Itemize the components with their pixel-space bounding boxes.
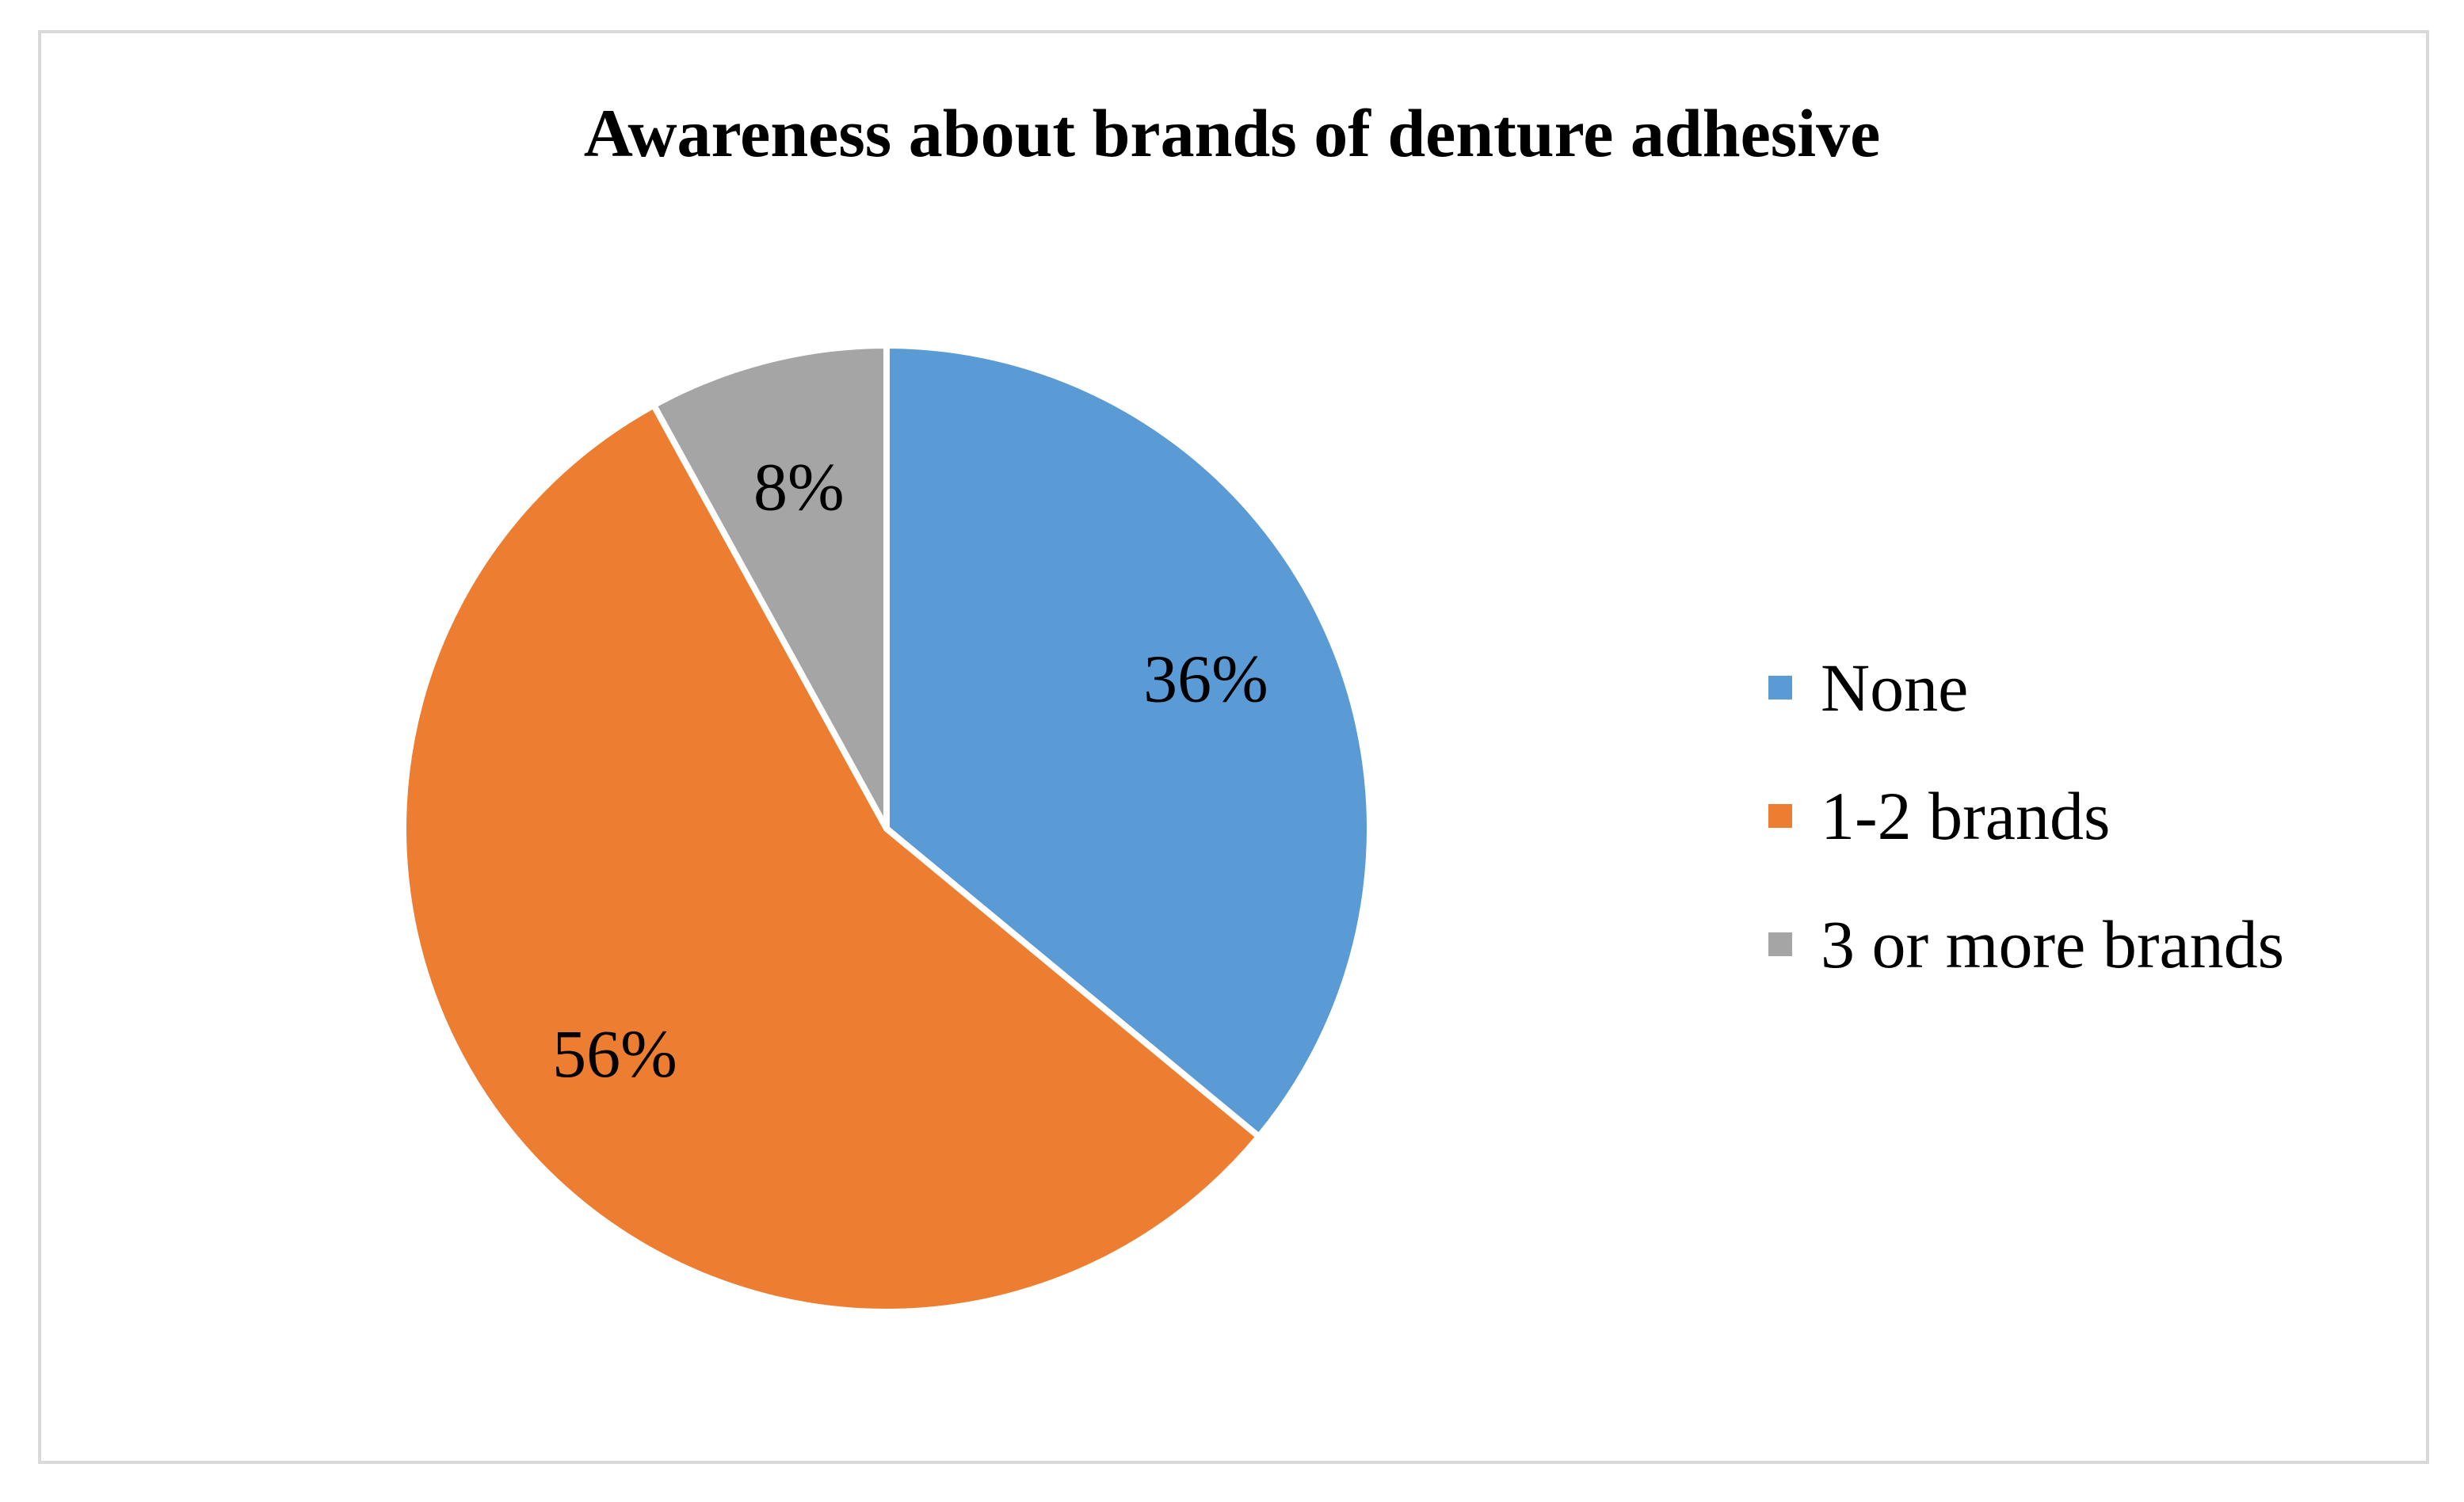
pie-slice-3-or-more-brands [650, 342, 890, 832]
pie-slice-none [883, 342, 1373, 1140]
legend-item-none: None [1768, 650, 2284, 726]
data-label-3-or-more-brands: 8% [753, 449, 845, 525]
legend: None 1-2 brands 3 or more brands [1768, 650, 2284, 1041]
legend-swatch-none [1768, 676, 1792, 700]
legend-label-none: None [1821, 650, 1969, 726]
pie-slice-1-2-brands [400, 402, 1263, 1315]
data-label-none: 36% [1143, 640, 1268, 716]
legend-item-3-or-more-brands: 3 or more brands [1768, 906, 2284, 982]
chart-title: Awareness about brands of denture adhesi… [583, 95, 1881, 171]
pie-slices [400, 342, 1373, 1315]
legend-item-1-2-brands: 1-2 brands [1768, 778, 2284, 854]
legend-swatch-3-or-more-brands [1768, 932, 1792, 956]
legend-label-1-2-brands: 1-2 brands [1821, 778, 2111, 854]
data-label-1-2-brands: 56% [552, 1016, 677, 1092]
legend-label-3-or-more-brands: 3 or more brands [1821, 906, 2285, 982]
legend-swatch-1-2-brands [1768, 804, 1792, 828]
pie-slice-labels: 36% 56% 8% [552, 449, 1268, 1092]
